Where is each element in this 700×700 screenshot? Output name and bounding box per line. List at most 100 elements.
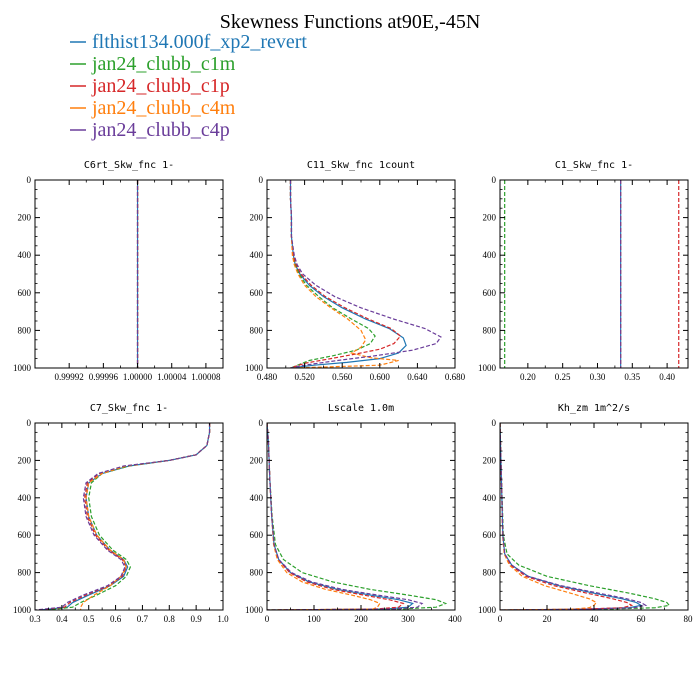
y-tick-label: 600 bbox=[483, 530, 497, 540]
series-line bbox=[35, 423, 211, 610]
x-tick-label: 400 bbox=[448, 614, 462, 624]
legend-entry: jan24_clubb_c1p bbox=[91, 75, 230, 97]
y-tick-label: 1000 bbox=[13, 605, 32, 615]
y-tick-label: 0 bbox=[259, 175, 264, 185]
y-tick-label: 600 bbox=[18, 288, 32, 298]
y-tick-label: 800 bbox=[18, 568, 32, 578]
y-tick-label: 800 bbox=[250, 325, 264, 335]
series-line bbox=[267, 423, 424, 610]
panel-title: C6rt_Skw_fnc 1- bbox=[84, 160, 174, 171]
x-tick-label: 0.35 bbox=[624, 372, 640, 382]
series-line bbox=[267, 423, 405, 610]
series-line bbox=[267, 423, 448, 610]
y-tick-label: 200 bbox=[18, 455, 32, 465]
y-tick-label: 0 bbox=[492, 175, 497, 185]
series-line bbox=[289, 180, 442, 368]
x-tick-label: 20 bbox=[543, 614, 553, 624]
x-tick-label: 1.00000 bbox=[123, 372, 153, 382]
y-tick-label: 400 bbox=[18, 493, 32, 503]
x-tick-label: 0 bbox=[498, 614, 503, 624]
x-tick-label: 1.00004 bbox=[157, 372, 187, 382]
x-tick-label: 1.0 bbox=[217, 614, 229, 624]
y-tick-label: 400 bbox=[250, 250, 264, 260]
y-tick-label: 400 bbox=[250, 493, 264, 503]
panel-title: C11_Skw_fnc 1count bbox=[307, 160, 415, 171]
y-tick-label: 600 bbox=[18, 530, 32, 540]
x-tick-label: 0.520 bbox=[294, 372, 315, 382]
panel-frame bbox=[499, 179, 689, 369]
y-tick-label: 200 bbox=[18, 213, 32, 223]
panel-frame bbox=[266, 422, 456, 611]
x-tick-label: 0.560 bbox=[332, 372, 353, 382]
y-tick-label: 200 bbox=[483, 213, 497, 223]
x-tick-label: 0.99992 bbox=[55, 372, 84, 382]
series-line bbox=[500, 423, 634, 610]
x-tick-label: 100 bbox=[307, 614, 321, 624]
x-tick-label: 200 bbox=[354, 614, 368, 624]
series-line bbox=[500, 423, 643, 610]
y-tick-label: 800 bbox=[18, 325, 32, 335]
y-tick-label: 800 bbox=[483, 325, 497, 335]
figure-title: Skewness Functions at90E,-45N bbox=[220, 11, 481, 33]
panel-title: Lscale 1.0m bbox=[328, 403, 394, 414]
y-tick-label: 600 bbox=[250, 530, 264, 540]
y-tick-label: 1000 bbox=[478, 363, 497, 373]
x-tick-label: 0.8 bbox=[164, 614, 176, 624]
panel-frame bbox=[34, 179, 224, 369]
panel-frame bbox=[266, 179, 456, 369]
x-tick-label: 0.9 bbox=[191, 614, 203, 624]
x-tick-label: 0.99996 bbox=[89, 372, 119, 382]
x-tick-label: 0.30 bbox=[590, 372, 606, 382]
series-line bbox=[289, 180, 376, 368]
y-tick-label: 0 bbox=[492, 418, 497, 428]
y-tick-label: 0 bbox=[259, 418, 264, 428]
x-tick-label: 300 bbox=[401, 614, 415, 624]
y-tick-label: 400 bbox=[483, 493, 497, 503]
y-tick-label: 200 bbox=[250, 455, 264, 465]
y-tick-label: 0 bbox=[27, 175, 32, 185]
x-tick-label: 0.40 bbox=[659, 372, 675, 382]
x-tick-label: 0.5 bbox=[83, 614, 95, 624]
chart-panel: C11_Skw_fnc 1count 0 200 400 600 800 10000.480… bbox=[245, 160, 466, 382]
x-tick-label: 0 bbox=[265, 614, 270, 624]
x-tick-label: 60 bbox=[637, 614, 647, 624]
x-tick-label: 0.6 bbox=[110, 614, 122, 624]
panel-title: Kh_zm 1m^2/s bbox=[558, 403, 630, 414]
legend-entry: flthist134.000f_xp2_revert bbox=[92, 31, 307, 53]
legend-entry: jan24_clubb_c4m bbox=[91, 97, 236, 119]
series-line bbox=[45, 423, 211, 610]
x-tick-label: 0.7 bbox=[137, 614, 149, 624]
series-line bbox=[289, 180, 399, 368]
y-tick-label: 1000 bbox=[478, 605, 497, 615]
x-tick-label: 0.20 bbox=[520, 372, 536, 382]
x-tick-label: 0.3 bbox=[29, 614, 41, 624]
panel-frame bbox=[34, 422, 224, 611]
legend: flthist134.000f_xp2_revertjan24_clubb_c1… bbox=[70, 31, 307, 141]
y-tick-label: 600 bbox=[483, 288, 497, 298]
y-tick-label: 800 bbox=[250, 568, 264, 578]
x-tick-label: 0.480 bbox=[257, 372, 278, 382]
series-line bbox=[289, 180, 407, 368]
y-tick-label: 800 bbox=[483, 568, 497, 578]
series-line bbox=[500, 423, 648, 610]
series-line bbox=[289, 180, 402, 368]
y-tick-label: 1000 bbox=[245, 363, 264, 373]
legend-entry: jan24_clubb_c1m bbox=[91, 53, 236, 75]
chart-panel: C6rt_Skw_fnc 1- 0 200 400 600 800 1000 0.99992 0… bbox=[13, 160, 224, 382]
x-tick-label: 0.640 bbox=[407, 372, 428, 382]
series-line bbox=[500, 423, 671, 610]
y-tick-label: 200 bbox=[250, 213, 264, 223]
chart-panel: C1_Skw_fnc 1- 0 200 400 600 800 1000 0.20 0.25 0.… bbox=[478, 160, 689, 382]
y-tick-label: 200 bbox=[483, 455, 497, 465]
x-tick-label: 0.600 bbox=[370, 372, 391, 382]
x-tick-label: 40 bbox=[590, 614, 600, 624]
series-line bbox=[267, 423, 415, 610]
panel-title: C7_Skw_fnc 1- bbox=[90, 403, 168, 414]
y-tick-label: 400 bbox=[18, 250, 32, 260]
panel-title: C1_Skw_fnc 1- bbox=[555, 160, 633, 171]
